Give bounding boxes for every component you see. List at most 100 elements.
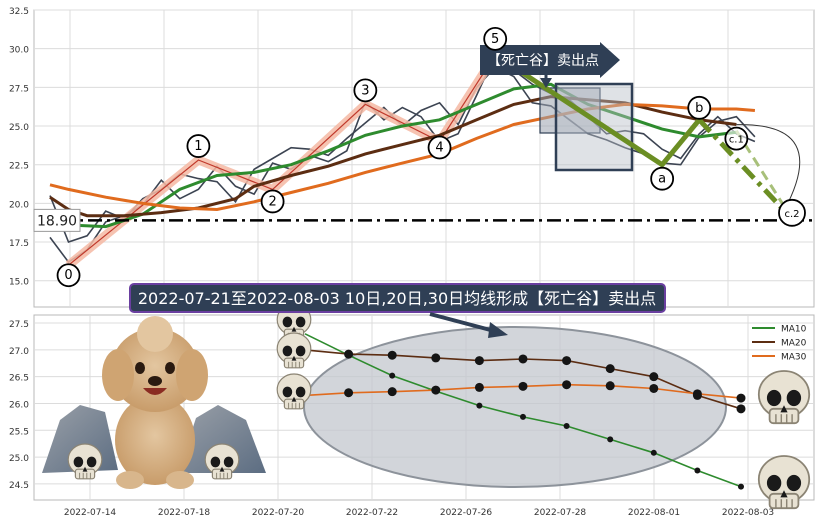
wave-marker-circle	[687, 95, 712, 120]
skull-icon	[67, 443, 103, 480]
top-y-tick-label: 15.0	[9, 278, 29, 288]
skull-icon	[204, 443, 240, 480]
x-tick-label: 2022-07-14	[64, 508, 117, 518]
wave-marker-label: a	[658, 172, 666, 187]
top-series-ma10	[68, 82, 737, 229]
banner-arrow	[429, 312, 508, 338]
top-y-tick-labels: 15.0 17.5 20.0 22.5 25.0 27.5 30.0 32.5	[9, 7, 29, 288]
wave-marker-label: 1	[194, 139, 202, 154]
wave-marker-label: b	[695, 101, 703, 116]
skull-icon	[276, 373, 312, 410]
series-ma30-point	[736, 393, 746, 403]
moving-average-panel: 24.525.025.526.026.527.027.5 2022-07-14 2…	[9, 303, 815, 518]
banner-arrow-shaft	[429, 312, 499, 334]
series-ma20-point	[474, 356, 484, 366]
series-ma20-point	[518, 354, 528, 364]
death-valley-small-box	[539, 87, 601, 134]
wave-marker-label: 5	[491, 32, 499, 47]
wave-marker-label: 0	[64, 268, 72, 283]
top-y-tick-label: 27.5	[9, 84, 29, 94]
series-ma10-point	[476, 402, 483, 409]
x-tick-label: 2022-07-18	[158, 508, 211, 518]
poodle-body	[115, 395, 195, 485]
wave-marker-circle	[186, 134, 211, 158]
bottom-y-tick-label: 25.5	[9, 427, 29, 437]
x-tick-label: 2022-07-26	[440, 508, 493, 518]
x-tick-label: 2022-08-03	[722, 508, 774, 518]
series-ma20-point	[431, 353, 441, 363]
series-ma30-point	[431, 385, 441, 395]
series-ma10-point	[694, 467, 701, 474]
series-ma30-point	[518, 381, 528, 391]
poodle-right-ear	[176, 349, 208, 401]
corrective-wave-b-c	[697, 118, 794, 221]
poodle-right-paw	[166, 471, 194, 489]
top-y-tick-label: 22.5	[9, 162, 29, 172]
legend-label: MA30	[781, 353, 807, 363]
series-ma20-point	[605, 364, 615, 374]
poodle-left-paw	[116, 471, 144, 489]
x-tick-label: 2022-08-01	[628, 508, 680, 518]
title-banner-box	[129, 283, 666, 313]
wave-marker-label: c.1	[729, 135, 744, 146]
callout-text: 【死亡谷】卖出点	[487, 53, 599, 69]
impulse-wave-line	[68, 54, 496, 266]
series-ma20-point	[387, 350, 397, 360]
skull-icon	[757, 455, 811, 510]
wave-marker-circle	[778, 198, 806, 227]
top-series-ma20	[49, 95, 737, 218]
wave-marker-label: c.2	[784, 209, 799, 220]
bottom-y-tick-label: 27.5	[9, 320, 29, 330]
top-y-tick-label: 17.5	[9, 239, 29, 249]
series-ma30-point	[605, 381, 615, 391]
wave-marker-label: 4	[435, 140, 443, 155]
x-tick-label: 2022-07-28	[534, 508, 587, 518]
top-y-tick-label: 32.5	[9, 7, 29, 17]
top-series-ma30	[49, 102, 756, 212]
series-ma10-point	[389, 372, 396, 379]
bottom-x-tick-labels: 2022-07-14 2022-07-18 2022-07-20 2022-07-22…	[64, 508, 774, 518]
series-ma30-point	[692, 389, 702, 399]
series-ma30-point	[562, 380, 572, 390]
series-ma10-point	[738, 483, 744, 490]
callout-pointer-head	[540, 78, 552, 88]
skull-icon	[757, 370, 811, 425]
reference-level-label-box	[33, 208, 81, 232]
wave-marker-circle	[650, 166, 675, 191]
poodle-right-eye	[165, 362, 175, 374]
chart-title: 2022-07-21至2022-08-03 10日,20日,30日均线形成【死亡…	[138, 289, 656, 308]
title-banner: 2022-07-21至2022-08-03 10日,20日,30日均线形成【死亡…	[129, 283, 666, 313]
bottom-y-tick-labels: 24.5 25.0 25.5 26.0 26.5 27.0 27.5	[9, 320, 29, 491]
legend-label: MA10	[781, 325, 807, 335]
wave-marker-circle	[353, 78, 378, 103]
reference-level-label: 18.90	[37, 213, 77, 229]
legend: MA10 MA20 MA30	[752, 325, 807, 363]
series-ma30-point	[387, 387, 397, 397]
poodle-illustration	[42, 316, 266, 489]
top-y-tick-label: 30.0	[9, 46, 29, 56]
corrective-wave-a-b	[659, 117, 702, 168]
sell-point-callout: 【死亡谷】卖出点	[480, 42, 620, 88]
wave-marker-circle	[56, 263, 81, 288]
series-ma10-point	[650, 449, 657, 456]
banner-arrow-head	[488, 322, 508, 338]
top-y-tick-label: 25.0	[9, 123, 29, 133]
x-tick-label: 2022-07-20	[252, 508, 305, 518]
bottom-y-tick-label: 26.0	[9, 400, 29, 410]
poodle-head	[111, 328, 199, 412]
series-ma20-point	[649, 372, 659, 382]
series-ma30-point	[474, 382, 484, 392]
series-ma10-point	[563, 423, 570, 429]
wave-point-markers: 0 1 2 3 4 5 a b c.1 c.2	[56, 26, 806, 288]
wave-marker-circle	[724, 126, 749, 151]
death-valley-ellipse	[303, 326, 727, 488]
series-ma10-point	[520, 413, 526, 420]
poodle-topknot	[137, 316, 173, 352]
bottom-moving-average-lines	[304, 333, 746, 490]
series-ma20-point	[562, 356, 572, 366]
right-rock	[178, 405, 266, 473]
bottom-y-tick-label: 27.0	[9, 347, 29, 357]
price-wave-panel: 15.0 17.5 20.0 22.5 25.0 27.5 30.0 32.5 18.90 【死…	[9, 7, 815, 308]
wave-marker-circle	[427, 135, 452, 160]
